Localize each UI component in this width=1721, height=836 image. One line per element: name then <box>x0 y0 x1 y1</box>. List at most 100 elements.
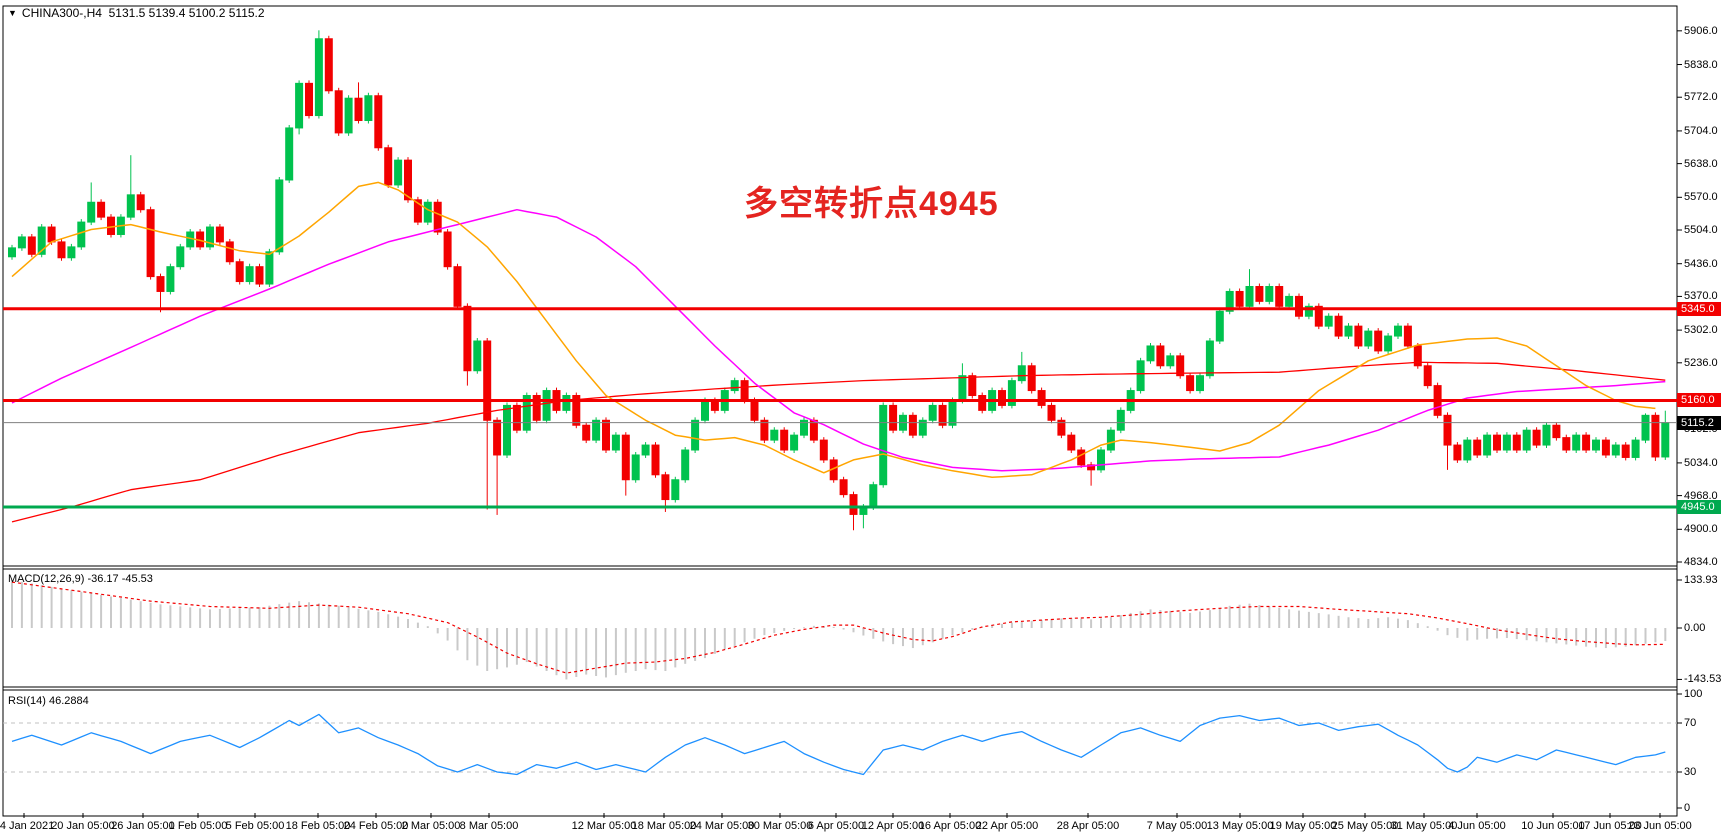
candle-up <box>1324 315 1333 327</box>
chart-annotation-text[interactable]: 多空转折点4945 <box>744 185 999 223</box>
price-tick-label: 5906.0 <box>1684 24 1718 37</box>
panel-divider-rsi[interactable] <box>3 686 1677 691</box>
price-tick-label: 5302.0 <box>1684 324 1718 337</box>
candle-down <box>1087 464 1096 471</box>
candle-down <box>1176 355 1185 377</box>
rsi-tick-label: 30 <box>1684 766 1697 778</box>
candle-down <box>1374 330 1383 352</box>
candle-down <box>968 375 977 397</box>
candle-up <box>1136 360 1145 392</box>
time-tick-label: 18 Feb 05:00 <box>285 820 351 832</box>
candle-up <box>790 434 799 451</box>
candle-down <box>47 226 56 243</box>
time-tick-label: 25 May 05:00 <box>1331 820 1399 832</box>
candle-down <box>1512 434 1521 451</box>
time-tick-label: 24 Mar 05:00 <box>689 820 755 832</box>
candle-down <box>1453 444 1462 461</box>
price-tick-label: 5772.0 <box>1684 91 1718 104</box>
candle-up <box>275 179 284 253</box>
candle-down <box>1057 419 1066 436</box>
candle-down <box>1067 434 1076 451</box>
ma-medium-line <box>11 208 1666 472</box>
candle-down <box>998 390 1006 406</box>
candle-up <box>1631 439 1640 458</box>
price-tick-label: 4834.0 <box>1684 556 1718 568</box>
candle-up <box>1592 439 1600 451</box>
candle-up <box>1542 424 1551 446</box>
price-tick-label: 5436.0 <box>1684 257 1718 270</box>
candle-down <box>740 380 749 401</box>
candle-up <box>562 395 571 411</box>
rsi-level-lines <box>3 722 1677 773</box>
candle-up <box>1166 355 1175 367</box>
time-tick-label: 23 Jun 05:00 <box>1628 820 1692 832</box>
candle-up <box>1661 422 1670 458</box>
candle-down <box>27 236 36 255</box>
candle-down <box>1413 345 1422 367</box>
time-tick-label: 12 Mar 05:00 <box>571 820 637 832</box>
time-tick-label: 22 Apr 05:00 <box>975 820 1039 832</box>
candle-up <box>1285 295 1294 307</box>
rsi-tick-label: 70 <box>1684 717 1697 729</box>
candle-up <box>918 419 927 436</box>
candle-up <box>928 404 937 421</box>
time-tick-label: 14 Jan 2021 <box>0 820 55 832</box>
candle-up <box>592 419 601 441</box>
time-tick-label: 20 Jan 05:00 <box>51 820 115 832</box>
candle-up <box>126 194 135 218</box>
candle-down <box>839 479 848 496</box>
candle-down <box>146 209 155 278</box>
panel-divider-macd[interactable] <box>3 565 1677 570</box>
candle-up <box>206 226 214 248</box>
ma-fast-line <box>11 181 1656 479</box>
candle-up <box>671 479 680 501</box>
candle-up <box>176 246 185 268</box>
candle-down <box>374 95 383 149</box>
candle-up <box>37 226 46 255</box>
candle-up <box>701 399 709 421</box>
candle-up <box>681 449 690 481</box>
candle-up <box>1106 429 1115 451</box>
macd-histogram-layer <box>11 580 1667 680</box>
candle-down <box>750 399 759 421</box>
ma-slow-line <box>11 361 1666 523</box>
time-tick-label: 19 May 05:00 <box>1269 820 1337 832</box>
candle-down <box>1423 365 1432 387</box>
candles-layer <box>8 30 1670 531</box>
symbol-dropdown-icon[interactable]: ▼ <box>8 8 17 18</box>
candle-down <box>1255 286 1264 302</box>
candle-up <box>1394 325 1402 337</box>
time-tick-label: 10 Jun 05:00 <box>1521 820 1585 832</box>
candle-up <box>1225 290 1234 312</box>
candle-up <box>611 434 620 451</box>
candle-down <box>512 404 521 431</box>
candle-down <box>334 90 343 134</box>
price-tick-label: 5504.0 <box>1684 224 1718 236</box>
candle-up <box>879 404 888 486</box>
candle-up <box>314 38 323 117</box>
candle-down <box>1651 414 1660 458</box>
candle-down <box>1275 286 1284 307</box>
candle-up <box>631 454 640 481</box>
candle-up <box>8 247 16 258</box>
candle-up <box>542 390 551 421</box>
candle-up <box>770 429 779 441</box>
candle-up <box>1116 409 1125 431</box>
candle-up <box>1146 345 1155 362</box>
candle-down <box>1334 315 1343 337</box>
candle-down <box>819 439 828 461</box>
time-tick-label: 1 Feb 05:00 <box>168 820 228 832</box>
time-tick-label: 31 May 05:00 <box>1390 820 1458 832</box>
candle-up <box>522 395 531 431</box>
axis-ticks-layer <box>23 30 1682 818</box>
price-tick-label: 5704.0 <box>1684 124 1718 137</box>
candle-up <box>1344 325 1353 337</box>
candle-down <box>1037 390 1046 406</box>
time-tick-label: 5 Feb 05:00 <box>225 820 285 832</box>
candle-down <box>1532 429 1541 446</box>
candle-up <box>17 236 26 249</box>
candle-up <box>344 97 353 134</box>
time-tick-label: 28 Apr 05:00 <box>1056 820 1120 832</box>
candle-down <box>384 147 393 186</box>
